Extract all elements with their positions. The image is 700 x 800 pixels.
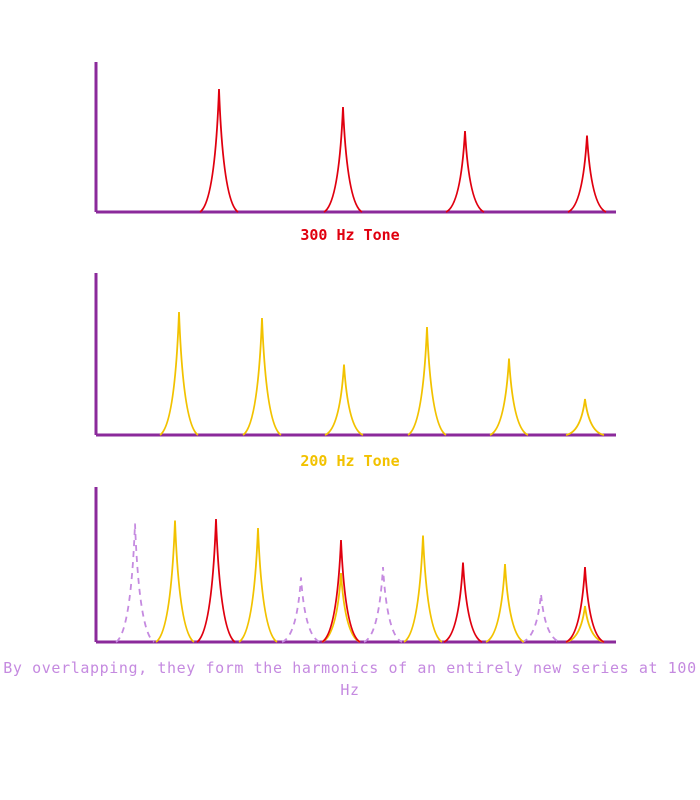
peak-200hz-4 xyxy=(407,326,447,436)
peak-combined-300hz-1 xyxy=(196,518,236,643)
peak-combined-300hz-4 xyxy=(565,566,605,643)
peak-100hz-dashed-2 xyxy=(281,577,321,643)
peak-combined-300hz-2 xyxy=(321,539,361,643)
peak-200hz-3 xyxy=(324,364,364,436)
peak-300hz-4 xyxy=(567,135,607,213)
peak-combined-200hz-6 xyxy=(565,605,605,643)
peak-300hz-2 xyxy=(323,106,363,213)
peak-combined-200hz-4 xyxy=(403,535,443,643)
peak-combined-200hz-1 xyxy=(155,520,195,643)
peak-300hz-3 xyxy=(445,130,485,213)
peak-combined-200hz-2 xyxy=(238,527,278,643)
caption-200hz-tone: 200 Hz Tone xyxy=(300,452,400,470)
peak-300hz-1 xyxy=(199,88,239,213)
caption-overlap-explanation: By overlapping, they form the harmonics … xyxy=(3,659,697,699)
peak-100hz-dashed-1 xyxy=(115,523,155,643)
peak-200hz-5 xyxy=(489,358,529,436)
peak-combined-200hz-5 xyxy=(485,563,525,643)
peak-100hz-dashed-4 xyxy=(521,593,561,643)
peak-200hz-1 xyxy=(159,311,199,436)
peak-100hz-dashed-3 xyxy=(363,566,403,643)
caption-300hz-tone: 300 Hz Tone xyxy=(300,226,400,244)
peak-200hz-6 xyxy=(565,398,605,436)
peak-combined-300hz-3 xyxy=(443,562,483,643)
peak-200hz-2 xyxy=(242,317,282,436)
peak-combined-200hz-3 xyxy=(321,572,361,643)
